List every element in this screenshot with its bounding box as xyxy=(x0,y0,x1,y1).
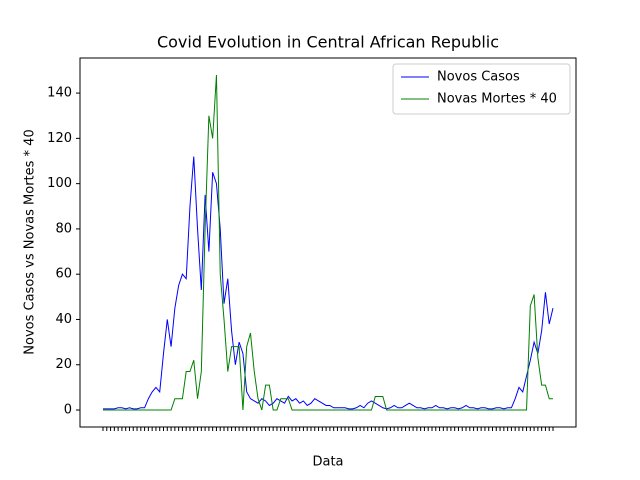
series-line xyxy=(103,74,553,411)
x-axis-label: Data xyxy=(312,455,343,470)
y-tick-label: 100 xyxy=(47,176,72,191)
y-tick-label: 120 xyxy=(47,131,72,146)
y-tick-label: 20 xyxy=(55,357,72,372)
y-tick-label: 140 xyxy=(47,86,72,101)
legend-label: Novos Casos xyxy=(437,70,520,85)
legend-box xyxy=(392,63,571,115)
series-line xyxy=(103,156,554,410)
y-tick-label: 0 xyxy=(64,403,72,418)
legend: Novos Casos Novas Mortes * 40 xyxy=(392,63,571,115)
legend-label: Novas Mortes * 40 xyxy=(437,92,557,107)
y-tick-label: 40 xyxy=(55,312,72,327)
y-tick-label: 80 xyxy=(55,221,72,236)
y-tick-label: 60 xyxy=(55,267,72,282)
plot-frame xyxy=(79,57,577,428)
chart-title: Covid Evolution in Central African Repub… xyxy=(157,33,499,52)
y-axis-label: Novos Casos vs Novas Mortes * 40 xyxy=(23,129,38,354)
